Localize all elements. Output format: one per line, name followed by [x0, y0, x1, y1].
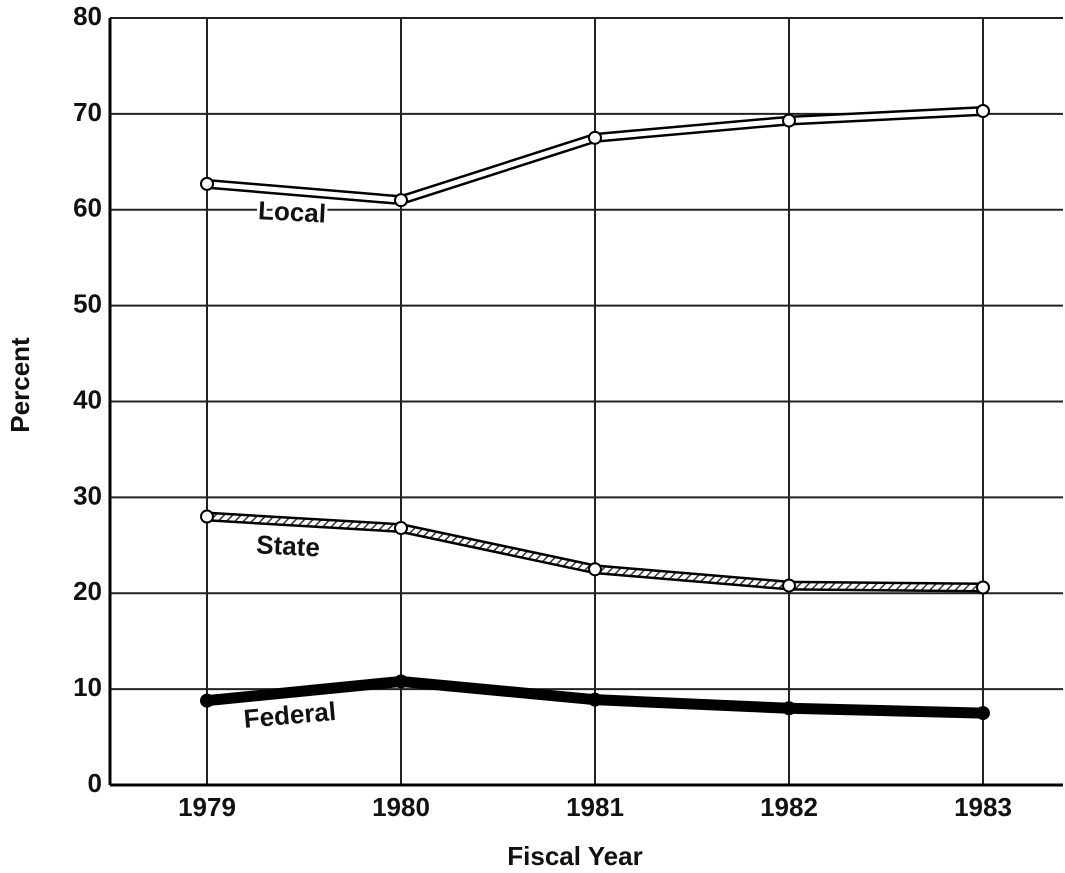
y-tick-label: 60: [73, 193, 102, 223]
y-tick-label: 40: [73, 384, 102, 414]
y-tick-label: 30: [73, 480, 102, 510]
point: [976, 580, 990, 595]
y-axis-label: Percent: [5, 337, 35, 433]
y-tick-label: 20: [73, 576, 102, 606]
y-tick-label: 80: [73, 1, 102, 31]
y-tick-label: 0: [88, 768, 102, 798]
point: [976, 706, 990, 721]
point: [394, 521, 408, 536]
point: [394, 193, 408, 208]
point: [976, 103, 990, 118]
point: [588, 692, 602, 707]
point: [782, 701, 796, 716]
x-axis-label: Fiscal Year: [507, 841, 642, 871]
x-tick-label: 1981: [566, 792, 624, 822]
y-tick-label: 70: [73, 97, 102, 127]
point: [588, 130, 602, 145]
point: [782, 113, 796, 128]
y-tick-label: 50: [73, 289, 102, 319]
x-tick-label: 1983: [954, 792, 1012, 822]
series-label: State: [256, 529, 321, 562]
x-tick-label: 1982: [760, 792, 818, 822]
point: [394, 674, 408, 689]
point: [200, 693, 214, 708]
point: [200, 176, 214, 191]
point: [200, 509, 214, 524]
series-label: Local: [257, 195, 326, 229]
y-tick-label: 10: [73, 672, 102, 702]
x-tick-label: 1980: [372, 792, 430, 822]
point: [782, 578, 796, 593]
point: [588, 562, 602, 577]
x-tick-label: 1979: [178, 792, 236, 822]
series-label: Federal: [242, 696, 337, 734]
